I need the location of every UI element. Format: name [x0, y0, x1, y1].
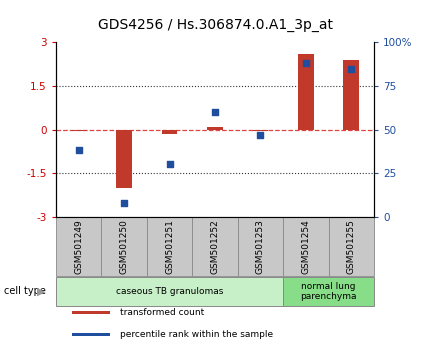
Text: GDS4256 / Hs.306874.0.A1_3p_at: GDS4256 / Hs.306874.0.A1_3p_at — [98, 18, 332, 32]
Bar — [344, 60, 359, 130]
Bar — [162, 130, 178, 134]
Bar — [101, 217, 147, 276]
Bar — [207, 127, 223, 130]
Bar — [283, 217, 329, 276]
Bar — [147, 217, 192, 276]
Bar — [192, 217, 238, 276]
Text: caseous TB granulomas: caseous TB granulomas — [116, 287, 223, 296]
Bar — [72, 310, 110, 314]
Text: ▶: ▶ — [37, 286, 46, 296]
Text: GSM501253: GSM501253 — [256, 219, 265, 274]
Text: cell type: cell type — [4, 286, 46, 296]
Point — [302, 61, 309, 66]
Text: GSM501249: GSM501249 — [74, 219, 83, 274]
Text: percentile rank within the sample: percentile rank within the sample — [120, 330, 273, 339]
Bar — [56, 217, 101, 276]
Point — [166, 161, 173, 167]
Bar — [283, 277, 374, 306]
Point — [121, 200, 128, 206]
Bar — [72, 333, 110, 337]
Text: transformed count: transformed count — [120, 308, 204, 317]
Text: GSM501250: GSM501250 — [120, 219, 129, 274]
Bar — [329, 217, 374, 276]
Bar — [238, 217, 283, 276]
Bar — [252, 130, 268, 131]
Text: GSM501251: GSM501251 — [165, 219, 174, 274]
Text: GSM501252: GSM501252 — [211, 219, 219, 274]
Text: GSM501254: GSM501254 — [301, 219, 310, 274]
Point — [212, 109, 218, 115]
Point — [75, 148, 82, 153]
Bar — [71, 130, 86, 131]
Text: GSM501255: GSM501255 — [347, 219, 356, 274]
Bar — [116, 130, 132, 188]
Bar — [298, 54, 314, 130]
Point — [348, 66, 355, 72]
Bar — [56, 277, 283, 306]
Point — [257, 132, 264, 138]
Text: normal lung
parenchyma: normal lung parenchyma — [301, 282, 357, 301]
